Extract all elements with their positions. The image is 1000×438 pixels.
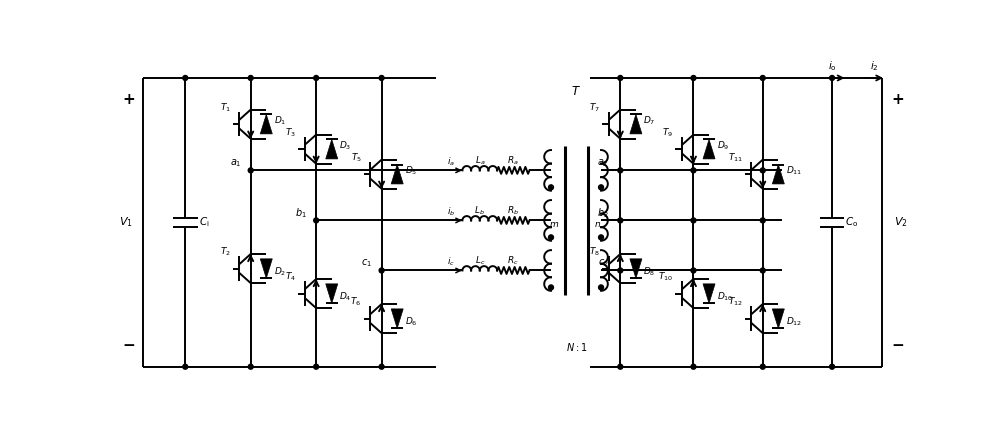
Text: $T_7$: $T_7$ — [589, 101, 600, 113]
Text: $T_{12}$: $T_{12}$ — [728, 296, 743, 308]
Text: $R_b$: $R_b$ — [507, 205, 519, 217]
Polygon shape — [630, 259, 642, 278]
Text: $a_1$: $a_1$ — [230, 157, 241, 169]
Polygon shape — [326, 284, 338, 303]
Circle shape — [183, 75, 188, 81]
Circle shape — [379, 268, 384, 273]
Text: $D_8$: $D_8$ — [643, 265, 656, 278]
Text: $a_2$: $a_2$ — [597, 157, 609, 169]
Text: $T_3$: $T_3$ — [285, 126, 296, 139]
Text: $T_{11}$: $T_{11}$ — [728, 151, 743, 164]
Text: $D_2$: $D_2$ — [274, 265, 286, 278]
Text: $D_6$: $D_6$ — [405, 315, 417, 328]
Circle shape — [760, 168, 765, 173]
Text: $C_{\rm o}$: $C_{\rm o}$ — [845, 215, 858, 229]
Circle shape — [314, 364, 319, 369]
Polygon shape — [391, 309, 403, 328]
Text: $D_1$: $D_1$ — [274, 115, 286, 127]
Text: $D_{11}$: $D_{11}$ — [786, 165, 802, 177]
Text: $T_4$: $T_4$ — [285, 271, 296, 283]
Polygon shape — [326, 139, 338, 159]
Text: $T_2$: $T_2$ — [220, 245, 231, 258]
Text: $b_2$: $b_2$ — [597, 206, 609, 219]
Circle shape — [549, 185, 553, 190]
Polygon shape — [260, 259, 272, 278]
Text: $D_3$: $D_3$ — [339, 140, 352, 152]
Text: $D_9$: $D_9$ — [717, 140, 729, 152]
Circle shape — [599, 235, 604, 240]
Circle shape — [691, 168, 696, 173]
Text: $V_1$: $V_1$ — [119, 215, 133, 229]
Circle shape — [314, 75, 319, 81]
Circle shape — [248, 75, 253, 81]
Text: $n$: $n$ — [594, 220, 601, 229]
Polygon shape — [772, 165, 784, 184]
Text: $R_a$: $R_a$ — [507, 155, 519, 167]
Text: $L_c$: $L_c$ — [475, 255, 485, 268]
Circle shape — [549, 285, 553, 290]
Text: $C_{\rm i}$: $C_{\rm i}$ — [199, 215, 210, 229]
Text: $T_5$: $T_5$ — [351, 151, 362, 164]
Text: $i_a$: $i_a$ — [447, 155, 455, 168]
Text: $i_b$: $i_b$ — [447, 206, 455, 218]
Text: −: − — [891, 338, 904, 353]
Circle shape — [183, 364, 188, 369]
Circle shape — [379, 364, 384, 369]
Text: $i_c$: $i_c$ — [447, 256, 455, 268]
Text: $L_b$: $L_b$ — [474, 205, 485, 217]
Text: $N:1$: $N:1$ — [566, 342, 587, 353]
Circle shape — [691, 75, 696, 81]
Circle shape — [314, 218, 319, 223]
Circle shape — [618, 75, 623, 81]
Circle shape — [760, 218, 765, 223]
Text: $b_1$: $b_1$ — [295, 206, 307, 219]
Text: $T_1$: $T_1$ — [220, 101, 231, 113]
Text: $L_a$: $L_a$ — [475, 155, 485, 167]
Circle shape — [618, 168, 623, 173]
Text: $D_7$: $D_7$ — [643, 115, 656, 127]
Circle shape — [830, 364, 835, 369]
Text: $T$: $T$ — [571, 85, 581, 98]
Circle shape — [248, 168, 253, 173]
Text: $R_c$: $R_c$ — [507, 255, 519, 268]
Text: $i_{\rm o}$: $i_{\rm o}$ — [828, 59, 836, 73]
Text: $i_2$: $i_2$ — [870, 59, 879, 73]
Text: $V_2$: $V_2$ — [894, 215, 907, 229]
Text: $D_5$: $D_5$ — [405, 165, 417, 177]
Text: $D_{10}$: $D_{10}$ — [717, 290, 733, 303]
Polygon shape — [391, 165, 403, 184]
Circle shape — [691, 218, 696, 223]
Polygon shape — [260, 114, 272, 134]
Text: +: + — [122, 92, 135, 107]
Circle shape — [691, 364, 696, 369]
Circle shape — [618, 364, 623, 369]
Text: $D_4$: $D_4$ — [339, 290, 352, 303]
Circle shape — [248, 364, 253, 369]
Text: $m$: $m$ — [549, 220, 559, 229]
Text: $c_2$: $c_2$ — [598, 257, 609, 268]
Circle shape — [691, 268, 696, 273]
Text: −: − — [122, 338, 135, 353]
Circle shape — [549, 235, 553, 240]
Polygon shape — [703, 139, 715, 159]
Polygon shape — [703, 284, 715, 303]
Text: +: + — [891, 92, 904, 107]
Text: $T_8$: $T_8$ — [589, 245, 600, 258]
Circle shape — [760, 268, 765, 273]
Text: $T_9$: $T_9$ — [662, 126, 673, 139]
Text: $T_{10}$: $T_{10}$ — [658, 271, 673, 283]
Polygon shape — [772, 309, 784, 328]
Text: $D_{12}$: $D_{12}$ — [786, 315, 802, 328]
Circle shape — [760, 75, 765, 81]
Circle shape — [618, 218, 623, 223]
Text: $c_1$: $c_1$ — [361, 257, 372, 268]
Text: $T_6$: $T_6$ — [350, 296, 362, 308]
Circle shape — [599, 185, 604, 190]
Circle shape — [760, 364, 765, 369]
Circle shape — [618, 268, 623, 273]
Circle shape — [379, 75, 384, 81]
Circle shape — [599, 285, 604, 290]
Circle shape — [830, 75, 835, 81]
Polygon shape — [630, 114, 642, 134]
